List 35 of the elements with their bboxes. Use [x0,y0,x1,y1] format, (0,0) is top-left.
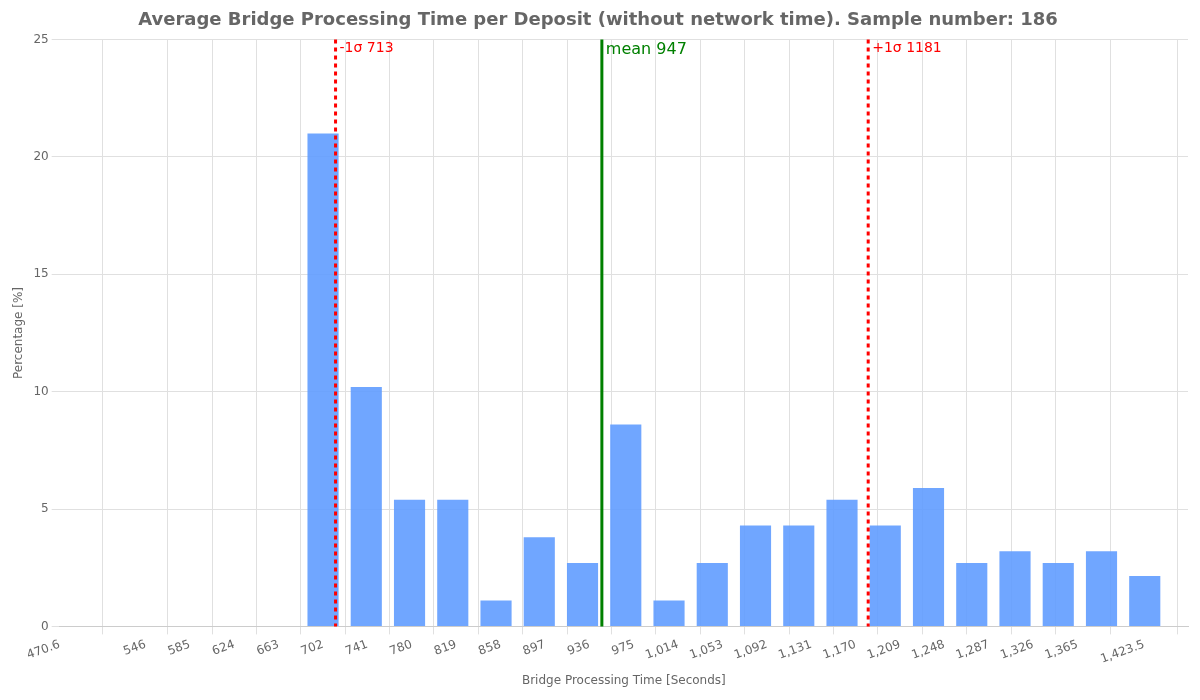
x-tick-label: 546 [121,636,148,658]
x-tick-label: 897 [520,636,548,658]
ref-line-label: +1σ 1181 [872,39,942,56]
x-tick-label: 1,287 [953,636,991,662]
x-tick-label: 780 [387,636,414,658]
y-tick-label: 20 [33,149,49,164]
x-tick-label: 585 [165,636,192,658]
x-tick-label: 663 [254,636,281,658]
x-tick-label: 936 [565,636,592,658]
ref-line-label: -1σ 713 [339,39,394,56]
x-tick-label: 1,326 [998,636,1036,662]
x-axis-title: Bridge Processing Time [Seconds] [521,672,726,687]
x-tick-label: 624 [210,636,237,658]
y-axis-title: Percentage [%] [11,286,26,380]
x-tick-label: 819 [431,636,459,658]
x-tick-label: 1,365 [1042,636,1080,662]
y-tick-label: 0 [41,618,49,633]
x-tick-label: 702 [298,636,326,658]
x-tick-label: 1,131 [776,636,814,662]
chart-title: Average Bridge Processing Time per Deposit (without network time). Sample number: 186 [138,8,1058,30]
y-tick-label: 5 [41,501,49,516]
x-tick-label: 1,170 [820,636,858,662]
y-tick-label: 10 [33,383,49,398]
x-tick-label: 741 [343,636,370,658]
ref-line-label: mean 947 [605,38,687,58]
x-tick-label: 470.6 [24,636,62,662]
x-tick-label: 1,014 [643,636,681,662]
x-tick-label: 1,053 [687,636,725,662]
y-tick-label: 25 [33,31,49,46]
x-tick-label: 975 [609,636,636,658]
y-tick-label: 15 [33,266,49,281]
x-tick-label: 1,092 [731,636,769,662]
x-tick-label: 858 [476,636,503,658]
x-tick-label: 1,248 [909,636,947,662]
x-tick-label: 1,209 [865,636,903,662]
